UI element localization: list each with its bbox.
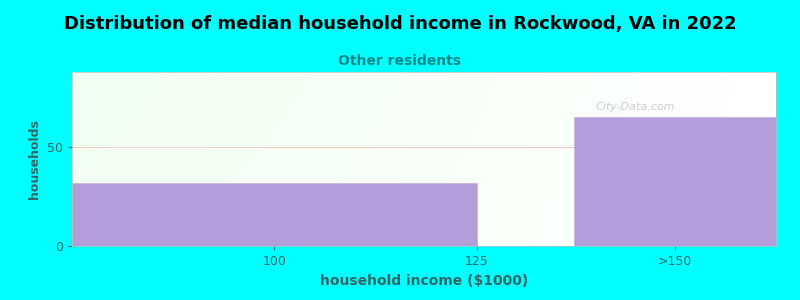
Y-axis label: households: households xyxy=(29,119,42,199)
Text: City-Data.com: City-Data.com xyxy=(595,102,675,112)
Text: Other residents: Other residents xyxy=(338,54,462,68)
Bar xyxy=(72,183,477,246)
Bar xyxy=(574,118,776,246)
X-axis label: household income ($1000): household income ($1000) xyxy=(320,274,528,288)
Text: Distribution of median household income in Rockwood, VA in 2022: Distribution of median household income … xyxy=(64,15,736,33)
